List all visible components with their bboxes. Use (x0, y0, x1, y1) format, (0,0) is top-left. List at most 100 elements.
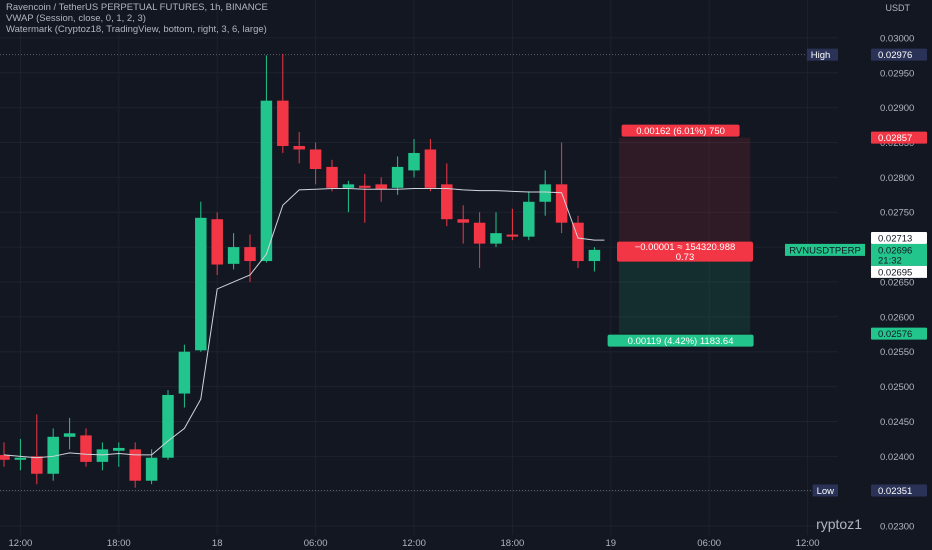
candle-body (227, 247, 240, 264)
candle-body (129, 449, 141, 481)
watermark-text: ryptoz1 (816, 516, 862, 532)
target-label[interactable]: 0.00162 (6.01%) 750 (621, 124, 740, 138)
candle-body (0, 454, 10, 460)
time-tick-label: 18:00 (107, 538, 131, 549)
candle-body (523, 201, 535, 237)
candle-body (178, 351, 191, 394)
high-tag-value: 0.02976 (878, 50, 912, 61)
target-price-tag-bg (871, 131, 927, 144)
currency-label: USDT (885, 3, 911, 13)
candle-body (490, 233, 502, 244)
target-label-bg (621, 124, 740, 137)
symbol-tag-bg (785, 243, 865, 256)
position-zones (619, 137, 751, 334)
candle-body (555, 184, 568, 223)
candle-body (47, 436, 59, 474)
price-tick-label: 0.02950 (880, 68, 914, 79)
last-price-countdown: 21:32 (878, 255, 902, 266)
candle-body (260, 100, 273, 262)
position-center-label-text: −0.00001 ≈ 154320.988 (635, 242, 736, 253)
candle-body (14, 457, 27, 460)
vwap-price-tag[interactable]: 0.02713 (871, 232, 927, 245)
chart-legend: Ravencoin / TetherUS PERPETUAL FUTURES, … (6, 2, 268, 35)
price-tick-label: 0.02600 (880, 312, 914, 323)
time-tick-label: 06:00 (304, 538, 328, 549)
candle-body (162, 394, 174, 458)
vwap-line (3, 188, 605, 459)
stop-zone (619, 250, 751, 334)
vwap-price-tag-bg (871, 232, 927, 245)
candle-body (441, 184, 453, 220)
price-tick-label: 0.02800 (880, 173, 914, 184)
legend-symbol[interactable]: Ravencoin / TetherUS PERPETUAL FUTURES, … (6, 2, 268, 13)
position-center-label-bg (617, 241, 753, 262)
last-price-value: 0.02696 (878, 245, 912, 256)
candlestick-series (0, 53, 601, 488)
high-tag[interactable]: High 0.02976 (806, 48, 927, 62)
stop-price-tag[interactable]: 0.02576 (871, 327, 927, 341)
candle-body (293, 145, 305, 150)
time-tick-label: 12:00 (796, 538, 820, 549)
time-axis[interactable]: 12:00 18:00 18 06:00 12:00 18:00 19 06:00 12:00 (9, 538, 820, 549)
time-tick-label: 06:00 (697, 538, 721, 549)
price-tick-label: 0.02450 (880, 417, 914, 428)
price-tick-label: 0.02400 (880, 452, 914, 463)
price-tick-label: 0.02900 (880, 103, 914, 114)
candle-body (572, 222, 584, 262)
candle-body (539, 184, 551, 202)
legend-vwap[interactable]: VWAP (Session, close, 0, 1, 2, 3) (6, 13, 146, 24)
low-tag-value: 0.02351 (878, 486, 912, 497)
candle-body (342, 184, 355, 188)
candle-body (244, 247, 256, 262)
time-tick-label: 12:00 (402, 538, 426, 549)
candle-body (391, 166, 404, 188)
position-labels[interactable]: 0.00162 (6.01%) 750 0.00119 (4.42%) 1183.… (607, 124, 865, 348)
candle-body (424, 149, 437, 188)
stop-price-tag-bg (871, 327, 927, 340)
vwap-price-tag-value: 0.02713 (878, 234, 912, 245)
candle-body (80, 435, 92, 462)
price-tick-label: 0.02550 (880, 347, 914, 358)
price-tick-label: 0.02650 (880, 277, 914, 288)
price-axis[interactable]: 0.030000.029500.029000.028500.028000.027… (806, 33, 927, 533)
low-tag[interactable]: Low 0.02351 (812, 484, 927, 497)
stop-price-tag-value: 0.02576 (878, 329, 912, 340)
symbol-tag[interactable]: RVNUSDTPERP (785, 243, 865, 256)
stop-label-bg (607, 334, 754, 347)
candle-body (408, 152, 420, 171)
entry-price-tag[interactable]: 0.02695 (871, 265, 927, 279)
price-tick-label: 0.02300 (880, 522, 914, 533)
low-tag-bg (871, 484, 927, 497)
stop-label[interactable]: 0.00119 (4.42%) 1183.64 (607, 334, 754, 348)
price-tick-label: 0.03000 (880, 33, 914, 44)
target-label-text: 0.00162 (6.01%) 750 (636, 126, 725, 137)
target-price-tag[interactable]: 0.02857 (871, 131, 927, 145)
candle-body (113, 447, 125, 451)
high-tag-bg (871, 48, 927, 61)
candle-body (375, 184, 387, 190)
position-center-label-text: 0.73 (676, 252, 695, 263)
candle-body (195, 217, 207, 351)
vwap-path (3, 188, 605, 459)
time-tick-label: 19 (606, 538, 617, 549)
high-tag-label-bg (806, 48, 838, 61)
target-zone (619, 137, 751, 251)
low-tag-label: Low (817, 486, 835, 497)
price-tick-label: 0.02750 (880, 208, 914, 219)
stop-label-text: 0.00119 (4.42%) 1183.64 (628, 336, 734, 347)
candle-body (96, 449, 109, 462)
candle-body (506, 234, 519, 237)
target-price-tag-value: 0.02857 (878, 133, 912, 144)
time-tick-label: 18:00 (501, 538, 525, 549)
legend-watermark[interactable]: Watermark (Cryptoz18, TradingView, botto… (6, 24, 267, 35)
candle-body (359, 185, 371, 188)
last-price-tag-bg (871, 243, 927, 266)
candle-body (145, 457, 158, 481)
candle-body (211, 219, 223, 265)
entry-price-value: 0.02695 (878, 267, 912, 278)
time-tick-label: 18 (212, 538, 223, 549)
high-tag-label: High (811, 50, 831, 61)
